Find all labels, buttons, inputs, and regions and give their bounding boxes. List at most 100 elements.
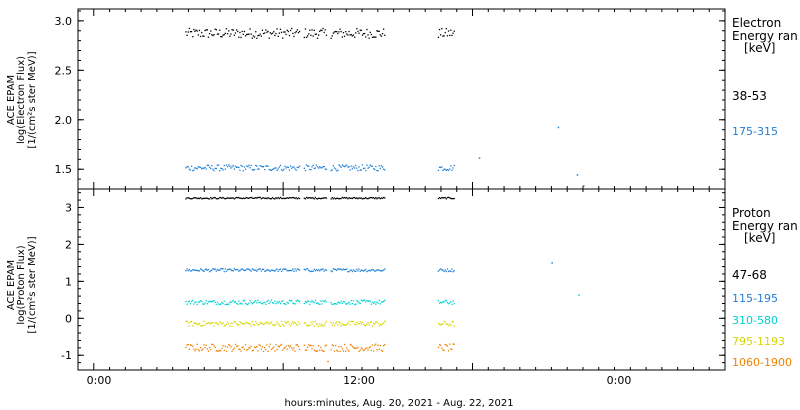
proton-point [348, 320, 350, 323]
electron-point [346, 33, 348, 35]
proton-point [219, 303, 221, 306]
proton-point [312, 270, 314, 272]
proton-point [258, 268, 260, 270]
electron-point [246, 33, 248, 36]
proton-point [297, 300, 300, 302]
proton-point [260, 270, 262, 272]
electron-point [347, 166, 349, 168]
proton-point [211, 198, 213, 200]
proton-point [232, 349, 234, 351]
proton-point [312, 345, 314, 347]
proton-point [229, 268, 231, 270]
proton-point [304, 301, 307, 303]
electron-point [219, 170, 221, 172]
proton-point [442, 349, 444, 351]
electron-point [331, 169, 333, 171]
electron-point [217, 33, 220, 35]
proton-point [225, 323, 228, 326]
proton-point [312, 301, 314, 303]
proton-point [357, 198, 359, 200]
proton-point [330, 270, 332, 272]
electron-point [195, 29, 197, 31]
proton-point [336, 269, 338, 272]
proton-point [239, 303, 241, 305]
proton-point [207, 198, 210, 200]
electron-point [250, 33, 252, 35]
proton-point [305, 268, 308, 270]
electron-point [451, 169, 453, 171]
proton-point [450, 270, 452, 273]
proton-point [217, 350, 220, 352]
proton-point [331, 270, 333, 273]
proton-point [257, 299, 259, 301]
proton-point [255, 320, 257, 323]
proton-point [207, 301, 210, 303]
proton-point [222, 196, 224, 199]
proton-point [231, 270, 233, 272]
proton-point [309, 303, 311, 306]
electron-point [320, 167, 322, 169]
proton-point [441, 347, 443, 349]
proton-point [285, 303, 287, 305]
electron-frame [77, 8, 726, 190]
proton-point [258, 196, 260, 199]
electron-point [225, 164, 228, 166]
proton-point [185, 346, 187, 348]
proton-point [311, 300, 313, 302]
proton-point [210, 300, 212, 303]
proton-point [349, 324, 351, 326]
proton-point [268, 302, 270, 305]
electron-point [190, 165, 193, 167]
proton-point [197, 270, 199, 272]
proton-point [187, 197, 189, 199]
proton-point [188, 268, 190, 271]
proton-point [316, 269, 319, 272]
proton-point [253, 269, 256, 271]
proton-point [368, 269, 370, 271]
proton-point [259, 321, 261, 323]
proton-point [223, 349, 225, 352]
proton-point [234, 343, 237, 346]
electron-point [294, 32, 296, 34]
electron-point [270, 33, 273, 35]
proton-point [337, 350, 339, 352]
proton-point [239, 270, 241, 272]
proton-point [348, 197, 350, 199]
electron-point [190, 31, 193, 33]
proton-point [226, 321, 229, 323]
electron-point [203, 167, 205, 169]
electron-point [280, 169, 283, 171]
proton-point [277, 345, 279, 347]
proton-point [332, 198, 334, 200]
proton-point [293, 197, 295, 199]
electron-point [202, 35, 204, 37]
electron-point [253, 36, 256, 38]
proton-point [273, 198, 275, 200]
proton-point [264, 323, 266, 325]
proton-point [318, 345, 320, 347]
proton-point [199, 346, 202, 349]
proton-point [204, 324, 206, 326]
proton-point [190, 198, 193, 200]
electron-point [377, 170, 379, 172]
electron-point [330, 37, 332, 39]
proton-point [360, 299, 362, 301]
proton-point [266, 198, 268, 200]
proton-point [259, 196, 261, 199]
proton-point [452, 343, 454, 345]
proton-point [369, 270, 371, 272]
electron-point [233, 168, 235, 170]
electron-point [332, 32, 334, 34]
proton-point [230, 302, 232, 304]
proton-point [339, 302, 341, 304]
electron-point [243, 166, 246, 168]
proton-point [261, 268, 264, 270]
electron-point [308, 165, 310, 167]
proton-point [443, 301, 445, 303]
proton-point [224, 268, 226, 270]
proton-point [205, 268, 207, 270]
electron-point [349, 169, 351, 171]
proton-point [226, 197, 229, 199]
electron-point [350, 34, 352, 36]
proton-point [343, 196, 346, 199]
